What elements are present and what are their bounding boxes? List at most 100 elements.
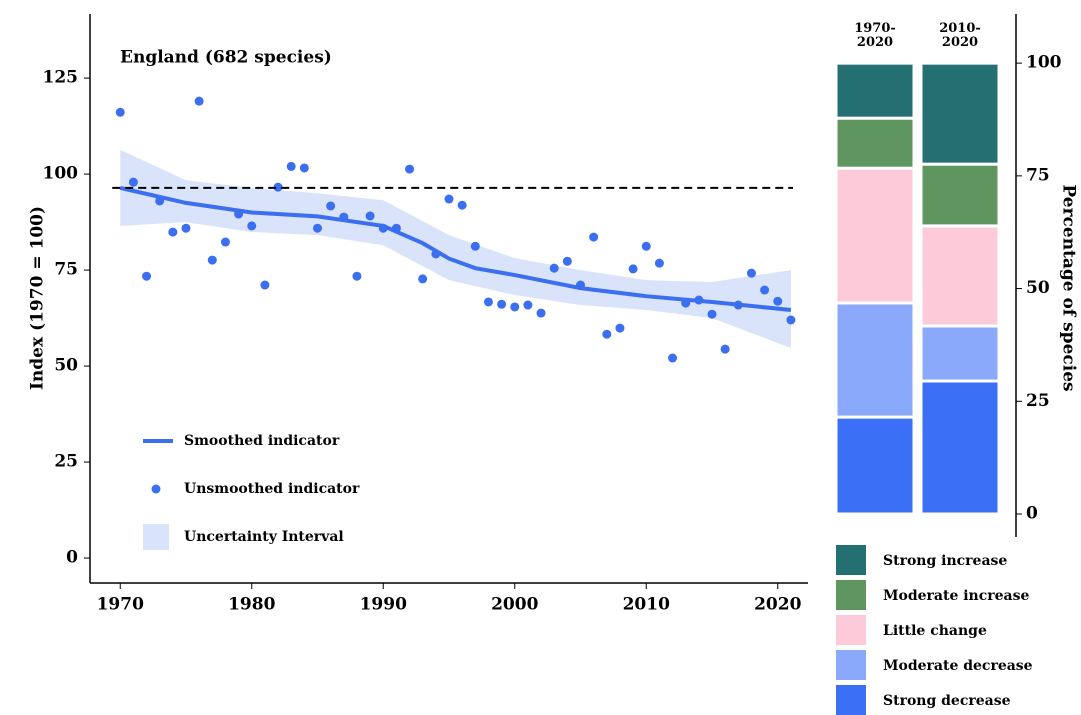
bar-segment: [834, 415, 916, 516]
legend-label: Strong decrease: [883, 693, 1011, 709]
bar-segment: [834, 116, 916, 170]
point: [405, 164, 415, 174]
y-tick-label: 25: [54, 452, 78, 472]
legend-label: Uncertainty Interval: [184, 529, 344, 545]
legend-swatch: [836, 580, 866, 610]
point: [641, 241, 651, 251]
bar-segment: [919, 162, 1001, 228]
x-tick-label: 2000: [491, 595, 538, 615]
x-tick-label: 2010: [623, 595, 670, 615]
point: [260, 280, 270, 290]
point: [497, 299, 507, 309]
uncertainty-band: [120, 149, 791, 349]
legend-label: Smoothed indicator: [184, 433, 340, 449]
bar-segment: [919, 324, 1001, 383]
point: [142, 271, 152, 281]
point: [773, 296, 783, 306]
point: [326, 201, 336, 211]
point: [668, 353, 678, 363]
point: [681, 298, 691, 308]
point: [220, 237, 230, 247]
y2-tick-label: 25: [1026, 391, 1050, 411]
y-tick-label: 0: [66, 548, 78, 568]
point: [589, 232, 599, 242]
point: [431, 249, 441, 259]
bar-segment: [834, 166, 916, 305]
point: [483, 297, 493, 307]
point: [207, 255, 217, 265]
point: [720, 344, 730, 354]
chart-title: England (682 species): [120, 48, 332, 68]
point: [707, 309, 717, 319]
y-tick-label: 125: [43, 68, 79, 88]
point: [786, 315, 796, 325]
point: [391, 223, 401, 233]
bar-segment: [919, 224, 1001, 328]
y-axis-label: Index (1970 = 100): [28, 206, 48, 390]
point: [194, 96, 204, 106]
y2-axis-label: Percentage of species: [1059, 184, 1079, 391]
legend-swatch: [836, 545, 866, 575]
legend-point: [151, 484, 161, 494]
bar-segment: [834, 61, 916, 120]
point: [339, 212, 349, 222]
point: [549, 263, 559, 273]
legend-label: Strong increase: [883, 553, 1007, 569]
category-label: 2010- 2020: [939, 21, 981, 50]
point: [115, 107, 125, 117]
legend-swatch: [836, 615, 866, 645]
point: [247, 221, 257, 231]
point: [418, 274, 428, 284]
point: [615, 323, 625, 333]
point: [628, 264, 638, 274]
bar-segment: [919, 379, 1001, 516]
point: [523, 300, 533, 310]
legend-label: Moderate decrease: [883, 658, 1033, 674]
point: [128, 177, 138, 187]
legend-swatch: [836, 650, 866, 680]
point: [510, 302, 520, 312]
bar-segment: [834, 301, 916, 419]
y-tick-label: 50: [54, 356, 78, 376]
category-label: 1970- 2020: [854, 21, 896, 50]
point: [562, 256, 572, 266]
point: [760, 285, 770, 295]
point: [352, 271, 362, 281]
y2-tick-label: 75: [1026, 165, 1050, 185]
y2-tick-label: 50: [1026, 278, 1050, 298]
point: [470, 241, 480, 251]
smoothed-line: [119, 185, 792, 313]
y-tick-label: 100: [43, 164, 79, 184]
point: [536, 308, 546, 318]
point: [457, 200, 467, 210]
point: [181, 223, 191, 233]
legend-label: Little change: [883, 623, 987, 639]
point: [694, 295, 704, 305]
bar-segment: [919, 61, 1001, 166]
y2-tick-label: 0: [1026, 504, 1038, 524]
y2-tick-label: 100: [1026, 53, 1062, 73]
legend-label: Moderate increase: [883, 588, 1029, 604]
x-tick-label: 2020: [754, 595, 801, 615]
point: [365, 211, 375, 221]
y-tick-label: 75: [54, 260, 78, 280]
point: [576, 280, 586, 290]
point: [746, 268, 756, 278]
point: [286, 161, 296, 171]
point: [155, 196, 165, 206]
point: [602, 329, 612, 339]
point: [444, 194, 454, 204]
point: [299, 163, 309, 173]
x-tick-label: 1970: [97, 595, 144, 615]
point: [168, 227, 178, 237]
point: [654, 258, 664, 268]
legend-swatch: [836, 685, 866, 715]
x-tick-label: 1980: [228, 595, 275, 615]
legend-swatch: [143, 524, 169, 550]
point: [273, 182, 283, 192]
point: [378, 223, 388, 233]
point: [733, 300, 743, 310]
point: [234, 209, 244, 219]
